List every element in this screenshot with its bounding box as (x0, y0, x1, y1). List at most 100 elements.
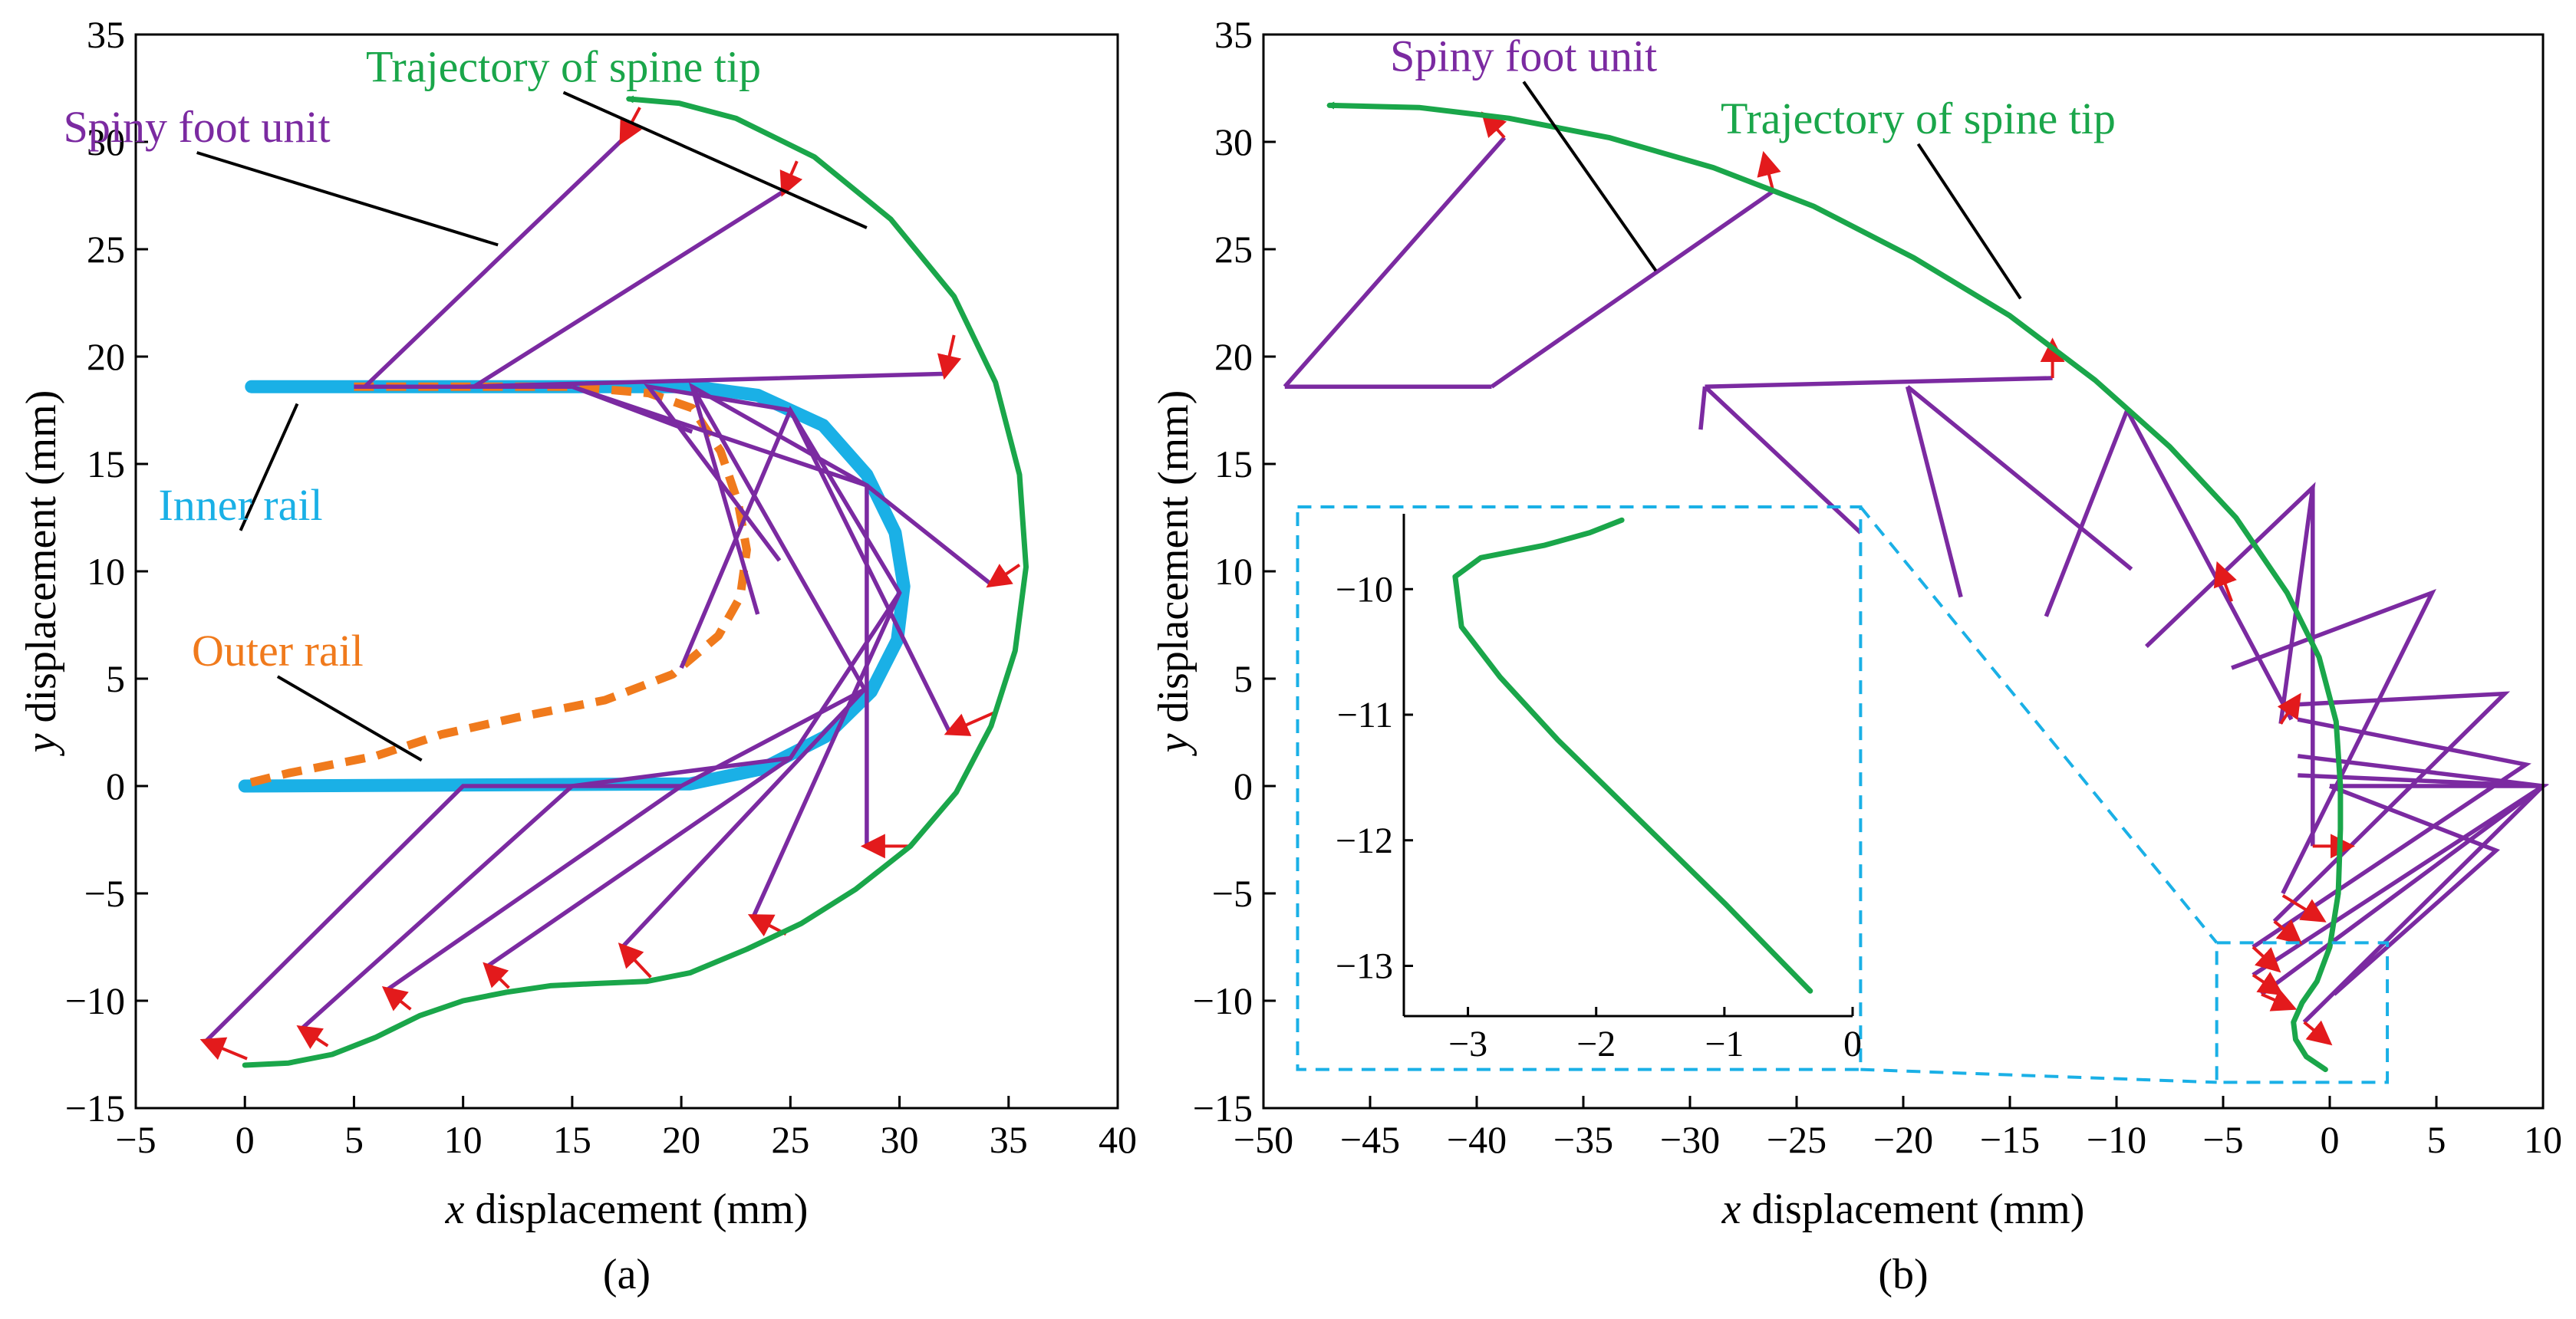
annotation-foot-label: Spiny foot unit (64, 102, 331, 152)
spine-direction-arrow (2303, 1020, 2333, 1046)
annotation-inner-label: Inner rail (158, 480, 322, 530)
x-tick-label: −30 (1660, 1118, 1720, 1161)
x-tick-label: 0 (2321, 1118, 2340, 1161)
panel-a-x-axis-label: x displacement (mm) (445, 1186, 809, 1233)
x-tick-label: −10 (2087, 1118, 2146, 1161)
panel-a-annotations: Trajectory of spine tip Spiny foot unit In… (64, 42, 868, 762)
spine-direction-arrow (296, 1025, 329, 1049)
x-tick-label: −35 (1553, 1118, 1613, 1161)
inset-y-tick-label: −11 (1337, 695, 1393, 735)
x-tick-label: −5 (2202, 1118, 2243, 1161)
y-tick-label: 35 (1214, 13, 1253, 56)
spine-direction-arrow (483, 962, 510, 989)
zoom-connector-line (1860, 1067, 2217, 1084)
spiny-foot-unit-line (2252, 717, 2532, 949)
x-tick-label: 5 (344, 1118, 364, 1161)
spine-direction-arrow (199, 1037, 248, 1061)
annotation-leader-line (1916, 143, 2022, 300)
panel-b-annotations: Spiny foot unit Trajectory of spine tip (1390, 31, 2116, 300)
spine-direction-arrow (2281, 894, 2327, 923)
x-tick-label: −50 (1234, 1118, 1293, 1161)
x-tick-label: −40 (1447, 1118, 1507, 1161)
annotation-foot-label: Spiny foot unit (1390, 31, 1657, 81)
panel-a-ticks: −5 0 5 10 15 20 25 30 35 40 −15 −10 −5 0 5 10 15 20 25 30 35 (65, 13, 1137, 1161)
inset-x-tick-label: −1 (1705, 1024, 1744, 1064)
x-tick-label: −20 (1873, 1118, 1933, 1161)
panel-b-y-axis-label: y displacement (mm) (1150, 390, 1197, 757)
y-tick-label: −15 (65, 1087, 125, 1130)
spiny-foot-unit-line (2329, 784, 2500, 996)
panel-b-plot-area (1283, 101, 2549, 1073)
y-tick-label: 0 (106, 765, 125, 808)
x-tick-label: 5 (2427, 1118, 2446, 1161)
outer-rail-line (243, 382, 751, 788)
inset-y-tick-label: −10 (1336, 569, 1393, 610)
x-tick-label: −15 (1980, 1118, 2040, 1161)
y-tick-label: 10 (1214, 550, 1253, 593)
x-tick-label: 25 (771, 1118, 809, 1161)
zoom-inset-box (1296, 505, 1863, 1071)
y-tick-label: 5 (1234, 657, 1253, 700)
spine-direction-arrow (2252, 946, 2281, 973)
spiny-foot-unit-line (1905, 386, 1963, 598)
spine-direction-arrow (1481, 111, 1507, 139)
inset-x-tick-label: −3 (1448, 1024, 1487, 1064)
panel-a-caption: (a) (603, 1251, 651, 1298)
annotation-traj-label: Trajectory of spine tip (1721, 94, 2116, 143)
y-tick-label: 10 (87, 550, 125, 593)
spine-direction-arrow (2273, 919, 2303, 945)
panel-a: −5 0 5 10 15 20 25 30 35 40 −15 −10 −5 0 5 10 15 20 25 30 35… (18, 13, 1137, 1298)
spiny-foot-unit-line (1283, 136, 1507, 389)
spiny-foot-unit-line (644, 383, 952, 734)
y-tick-label: 25 (87, 228, 125, 271)
y-tick-label: 5 (106, 657, 125, 700)
spiny-foot-unit-line (2044, 405, 2294, 721)
spiny-foot-unit-line (385, 687, 866, 992)
y-tick-label: 20 (1214, 335, 1253, 378)
spiny-foot-unit-line (688, 382, 869, 847)
x-tick-label: 20 (662, 1118, 700, 1161)
y-tick-label: 25 (1214, 228, 1253, 271)
spine-direction-arrow (937, 334, 962, 380)
spine-direction-arrow (1757, 150, 1781, 192)
inset-x-tick-label: 0 (1843, 1024, 1862, 1064)
y-tick-label: 0 (1234, 765, 1253, 808)
panel-b-zoom-inset: −3 −2 −1 0−10−11−12−13 (1296, 505, 2390, 1084)
x-tick-label: 35 (990, 1118, 1028, 1161)
spine-tip-trajectory-line (1326, 101, 2344, 1073)
spiny-foot-unit-line (2260, 773, 2549, 996)
x-tick-label: 10 (2524, 1118, 2562, 1161)
inset-y-tick-label: −13 (1336, 946, 1393, 987)
x-tick-label: 0 (236, 1118, 255, 1161)
panel-b-x-axis-label: x displacement (mm) (1721, 1186, 2085, 1233)
y-tick-label: −10 (1193, 979, 1253, 1022)
panel-a-y-axis-label: y displacement (mm) (18, 390, 65, 757)
x-tick-label: 15 (553, 1118, 591, 1161)
annotation-traj-label: Trajectory of spine tip (366, 42, 761, 92)
spine-direction-arrow (2213, 561, 2237, 602)
spiny-foot-unit-line (1698, 386, 1708, 430)
y-tick-label: −5 (1212, 872, 1253, 915)
annotation-leader-line (562, 90, 868, 229)
x-tick-label: −25 (1767, 1118, 1827, 1161)
spiny-foot-unit-line (1906, 385, 2133, 571)
spiny-foot-unit-line (1705, 376, 2053, 389)
spiny-foot-unit-line (363, 138, 624, 389)
spiny-foot-unit-line (486, 591, 901, 969)
spine-direction-arrow (2261, 988, 2298, 1011)
spine-direction-arrow (618, 942, 652, 979)
spiny-foot-unit-line (1703, 385, 1863, 535)
y-tick-label: 30 (87, 120, 125, 163)
inset-trajectory-line (1452, 517, 1813, 994)
y-tick-label: −5 (84, 872, 125, 915)
inset-x-tick-label: −2 (1576, 1024, 1616, 1064)
spine-direction-arrow (381, 985, 412, 1011)
spiny-foot-unit-line (2231, 588, 2436, 895)
panel-b: −50 −45 −40 −35 −30 −25 −20 −15 −10 −5 0 5 10−15−10−… (1150, 13, 2562, 1298)
annotation-leader-line (1522, 81, 1658, 272)
spine-direction-arrow (986, 563, 1021, 588)
annotation-leader-line (239, 403, 299, 531)
x-tick-label: −45 (1340, 1118, 1400, 1161)
x-tick-label: 40 (1099, 1118, 1137, 1161)
